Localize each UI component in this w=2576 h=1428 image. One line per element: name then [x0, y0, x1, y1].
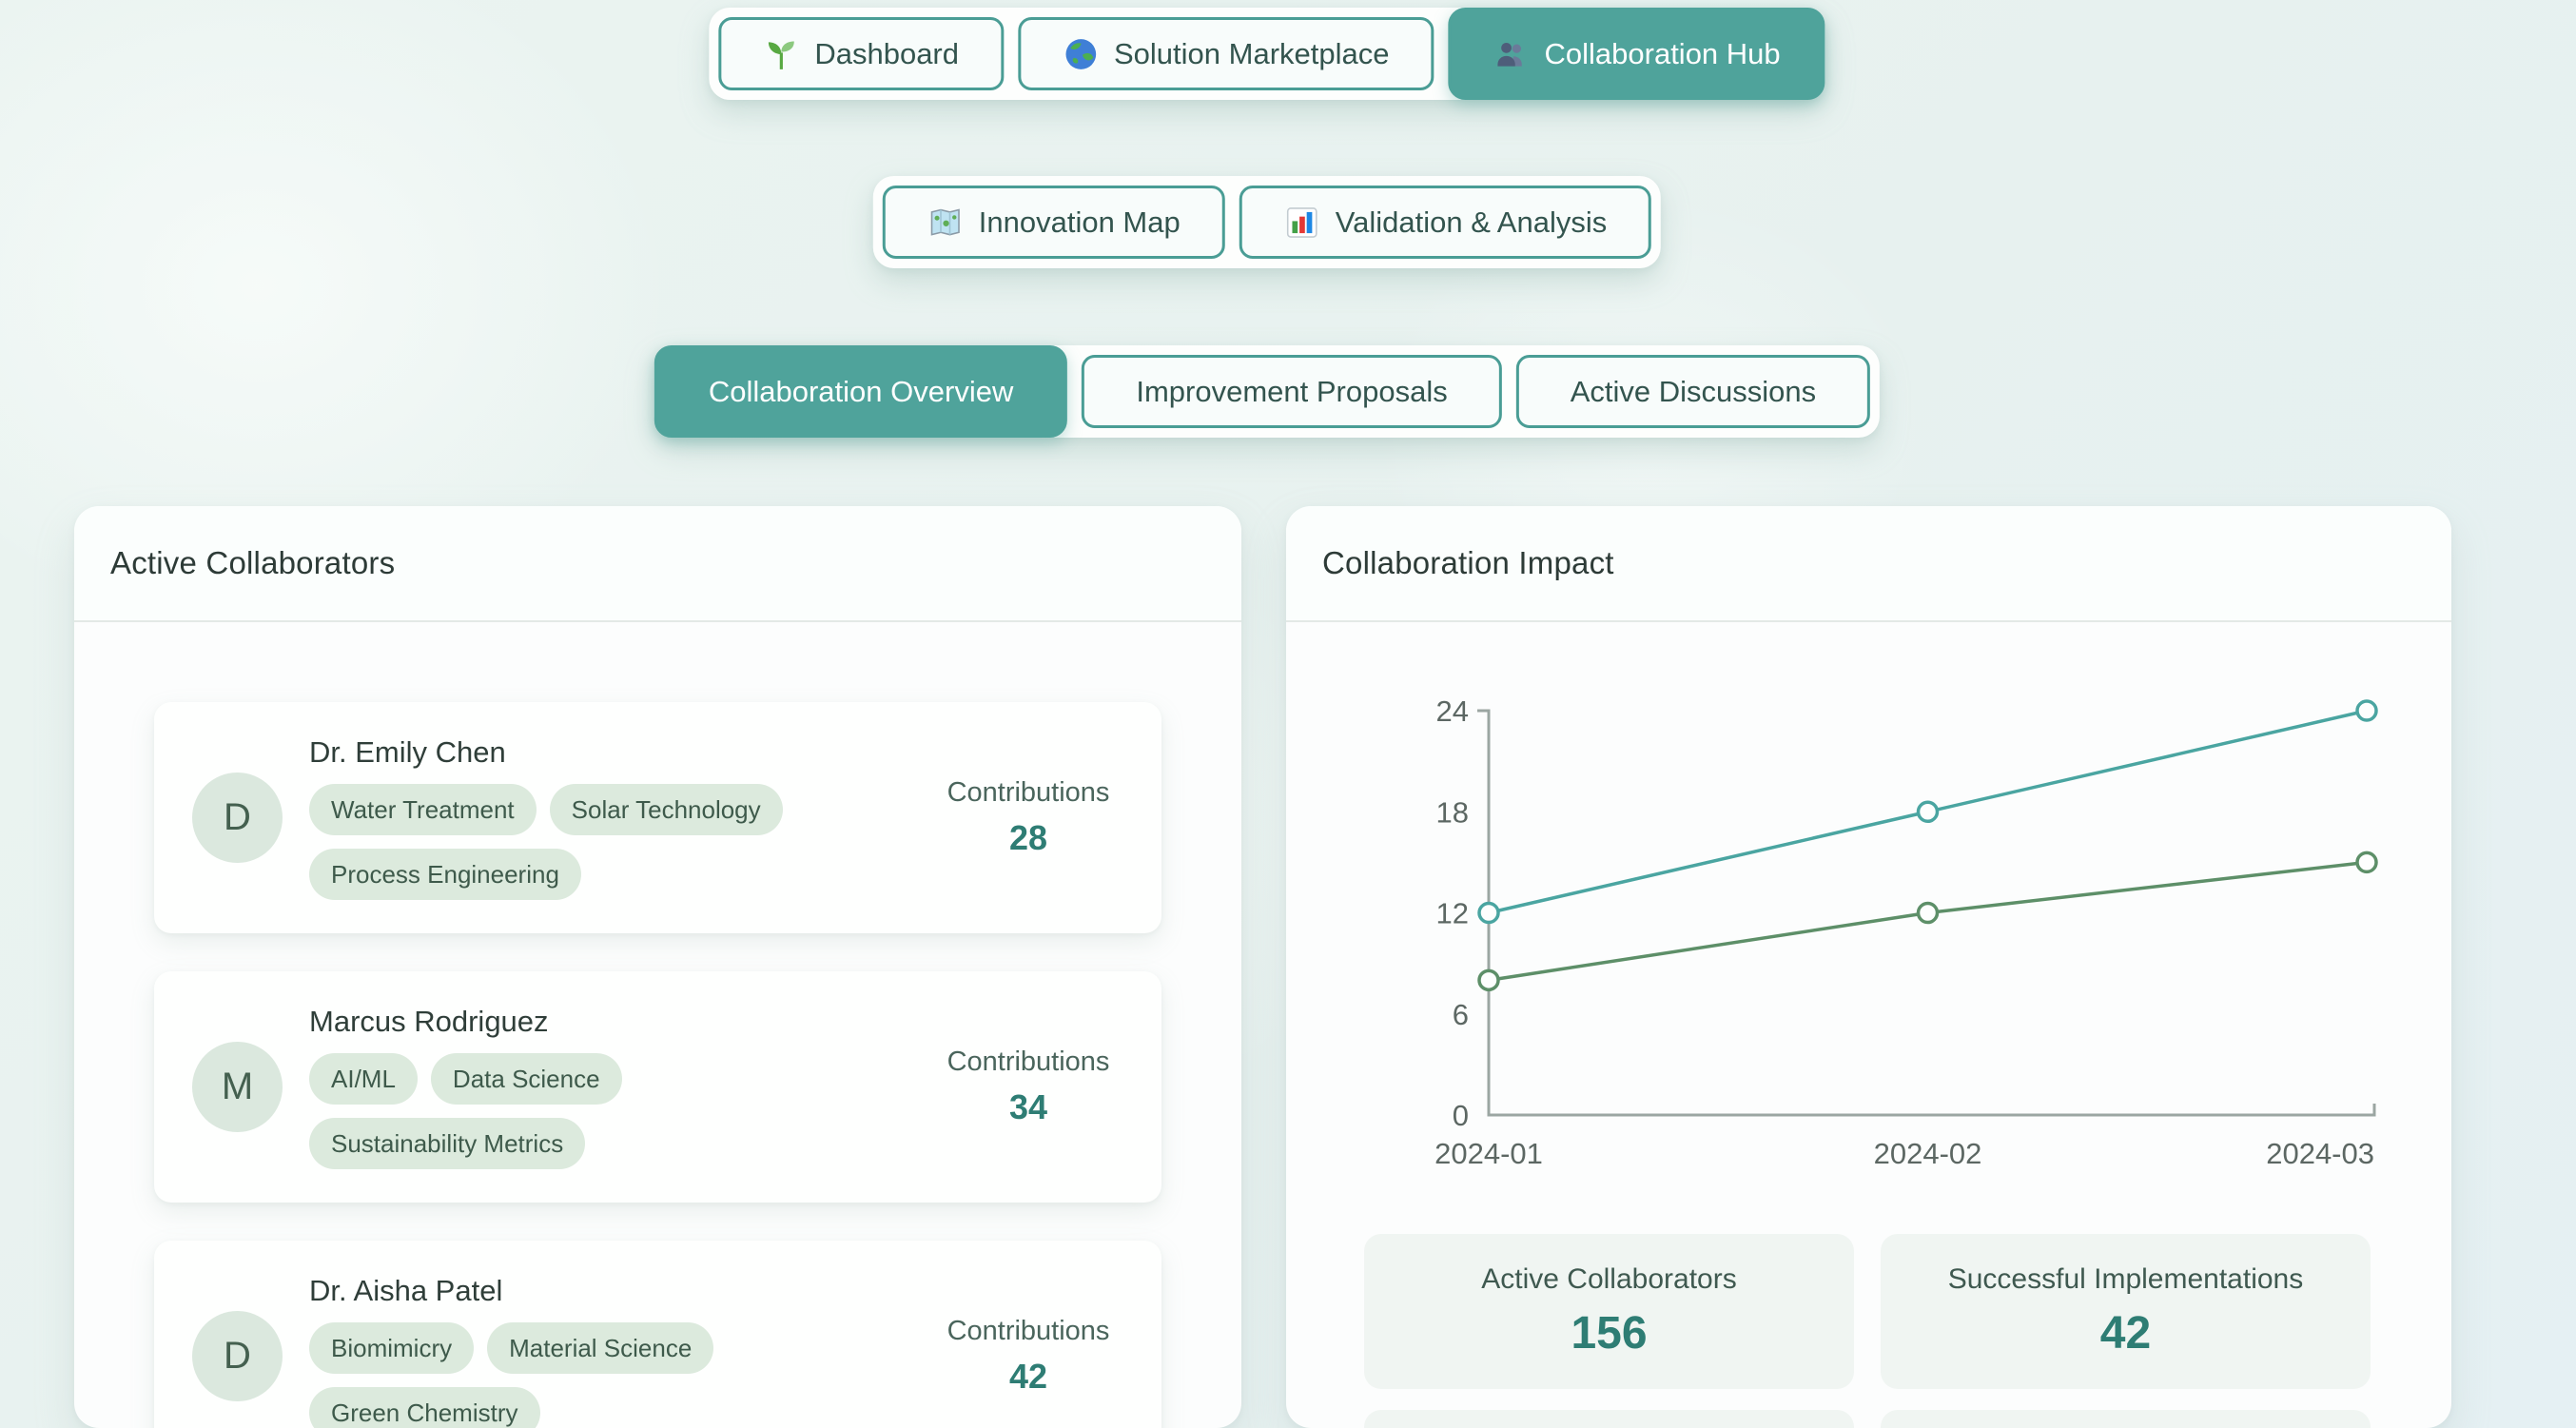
secondary-nav: Innovation Map Validation & Analysis — [872, 176, 1662, 268]
tabs-nav-shell: Collaboration Overview Improvement Propo… — [654, 345, 1881, 438]
expertise-tag: Solar Technology — [549, 784, 783, 835]
nav-collaboration-hub-button[interactable]: Collaboration Hub — [1448, 8, 1825, 100]
impact-chart: 0 6 12 18 24 2024-01 2024-02 2024-03 — [1434, 694, 2378, 1170]
stat-card-stub — [1364, 1410, 1854, 1428]
tabs-nav: Collaboration Overview Improvement Propo… — [654, 345, 1881, 438]
expertise-tag: Water Treatment — [309, 784, 537, 835]
stat-label: Successful Implementations — [1947, 1263, 2304, 1295]
panel-title: Active Collaborators — [110, 545, 396, 580]
people-icon — [1493, 36, 1530, 72]
tab-label: Collaboration Overview — [708, 374, 1014, 408]
secondary-nav-shell: Innovation Map Validation & Analysis — [872, 176, 1662, 268]
avatar: D — [192, 1311, 283, 1401]
globe-icon — [1063, 36, 1099, 72]
nav-button-label: Collaboration Hub — [1544, 36, 1781, 70]
primary-nav-shell: Dashboard Solution Marketplace Collabora… — [709, 8, 1825, 100]
expertise-tag: Process Engineering — [309, 849, 581, 900]
svg-text:6: 6 — [1453, 998, 1469, 1031]
collaborator-row: D Dr. Aisha Patel Biomimicry Material Sc… — [154, 1241, 1161, 1428]
tab-label: Improvement Proposals — [1136, 374, 1448, 408]
nav-button-label: Innovation Map — [978, 205, 1181, 239]
avatar: M — [192, 1042, 283, 1132]
svg-text:2024-03: 2024-03 — [2266, 1137, 2374, 1170]
svg-text:0: 0 — [1453, 1099, 1469, 1132]
tab-collaboration-overview[interactable]: Collaboration Overview — [654, 345, 1068, 438]
chart-axes — [1477, 709, 2376, 1117]
nav-button-label: Solution Marketplace — [1114, 36, 1390, 70]
expertise-tag: Sustainability Metrics — [309, 1118, 586, 1169]
nav-validation-analysis-button[interactable]: Validation & Analysis — [1239, 186, 1652, 259]
tab-active-discussions[interactable]: Active Discussions — [1515, 355, 1871, 428]
impact-stats-cutoff-row — [1364, 1410, 2371, 1428]
collaborator-name: Dr. Emily Chen — [309, 735, 506, 769]
expertise-tag: Biomimicry — [309, 1322, 475, 1374]
panel-title: Collaboration Impact — [1322, 545, 1614, 580]
nav-innovation-map-button[interactable]: Innovation Map — [882, 186, 1225, 259]
collaborator-row: M Marcus Rodriguez AI/ML Data Science Su… — [154, 971, 1161, 1203]
bar-chart-icon — [1284, 205, 1320, 241]
avatar: D — [192, 773, 283, 863]
contributions-value: 34 — [1008, 1087, 1048, 1126]
active-collaborators-panel: Active Collaborators D Dr. Emily Chen Wa… — [74, 506, 1241, 1428]
contributions-value: 28 — [1008, 818, 1048, 857]
svg-text:18: 18 — [1436, 795, 1469, 829]
expertise-tag: Green Chemistry — [309, 1387, 540, 1428]
svg-text:12: 12 — [1436, 897, 1469, 930]
expertise-tag: Data Science — [430, 1053, 622, 1105]
stat-value: 42 — [2099, 1308, 2152, 1359]
seedling-icon — [763, 36, 799, 72]
expertise-tag: Material Science — [487, 1322, 714, 1374]
stat-label: Active Collaborators — [1481, 1263, 1737, 1295]
nav-button-label: Validation & Analysis — [1335, 205, 1608, 239]
nav-dashboard-button[interactable]: Dashboard — [718, 17, 1004, 90]
active-collaborators-header: Active Collaborators — [74, 506, 1241, 622]
world-map-icon — [927, 205, 964, 241]
svg-text:2024-02: 2024-02 — [1874, 1137, 1982, 1170]
contributions-label: Contributions — [946, 777, 1110, 808]
stat-card-stub — [1881, 1410, 2371, 1428]
contributions-label: Contributions — [946, 1047, 1110, 1077]
collaboration-impact-header: Collaboration Impact — [1286, 506, 2451, 622]
svg-text:24: 24 — [1436, 694, 1469, 728]
nav-button-label: Dashboard — [814, 36, 959, 70]
tab-label: Active Discussions — [1570, 374, 1817, 408]
stat-card-successful-implementations: Successful Implementations 42 — [1881, 1234, 2371, 1389]
collaborator-name: Marcus Rodriguez — [309, 1005, 549, 1038]
contributions-value: 42 — [1008, 1357, 1048, 1396]
stat-card-active-collaborators: Active Collaborators 156 — [1364, 1234, 1854, 1389]
svg-text:2024-01: 2024-01 — [1434, 1137, 1543, 1170]
collaborator-name: Dr. Aisha Patel — [309, 1274, 503, 1307]
nav-solution-marketplace-button[interactable]: Solution Marketplace — [1018, 17, 1434, 90]
primary-nav: Dashboard Solution Marketplace Collabora… — [709, 8, 1825, 100]
tab-improvement-proposals[interactable]: Improvement Proposals — [1082, 355, 1502, 428]
collaboration-impact-panel: Collaboration Impact 0 6 12 18 24 2024-01 2024… — [1286, 506, 2451, 1428]
stat-value: 156 — [1571, 1308, 1648, 1359]
contributions-label: Contributions — [946, 1316, 1110, 1346]
expertise-tag: AI/ML — [309, 1053, 418, 1105]
collaborator-list: D Dr. Emily Chen Water Treatment Solar T… — [74, 622, 1241, 1428]
impact-chart-area: 0 6 12 18 24 2024-01 2024-02 2024-03 — [1427, 692, 2416, 1186]
collaborator-row: D Dr. Emily Chen Water Treatment Solar T… — [154, 702, 1161, 933]
impact-stats: Active Collaborators 156 Successful Impl… — [1364, 1234, 2371, 1389]
